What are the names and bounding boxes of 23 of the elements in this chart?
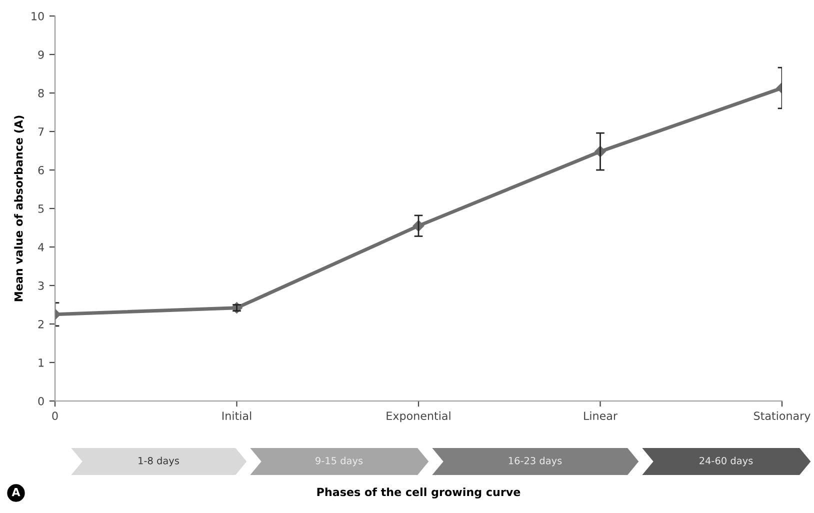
text: 24-60 days (700, 456, 753, 466)
y-tick-label: 6 (38, 166, 44, 174)
y-tick-label: 8 (38, 88, 44, 98)
x-tick-label: Linear (584, 411, 618, 420)
y-tick-label: 0 (38, 396, 44, 406)
text: A (12, 488, 20, 496)
y-axis-title: Mean value of absorbance (A) (14, 116, 24, 302)
y-tick-label: 5 (38, 204, 44, 213)
text: 9-15 days (316, 456, 363, 466)
y-tick-label: 3 (38, 281, 44, 290)
text: 16-23 days (508, 456, 562, 466)
y-tick-label: 7 (38, 128, 44, 136)
y-tick-label: 4 (38, 243, 44, 252)
x-tick-label: 0 (52, 412, 58, 420)
text: 1-8 days (138, 456, 179, 466)
x-tick-label: Exponential (386, 411, 450, 422)
text: Phases of the cell growing curve (317, 488, 520, 498)
x-tick-label: Initial (222, 411, 252, 420)
y-tick-label: 10 (32, 12, 44, 20)
x-tick-label: Stationary (754, 411, 810, 422)
y-tick-label: 1 (38, 358, 44, 367)
y-tick-label: 9 (38, 50, 44, 59)
y-tick-label: 2 (38, 320, 44, 328)
